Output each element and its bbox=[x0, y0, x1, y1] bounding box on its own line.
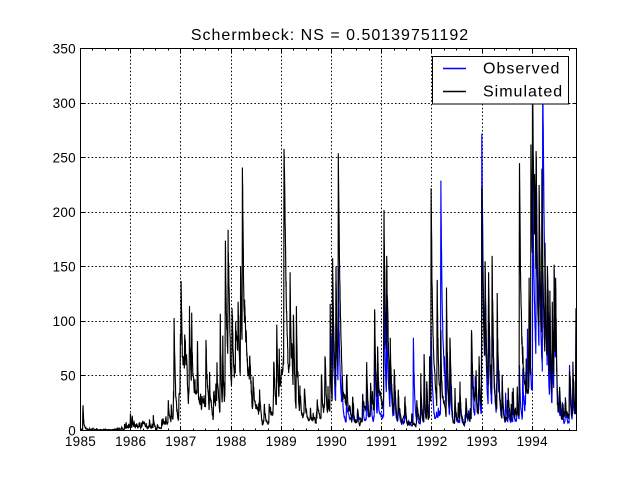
svg-text:1988: 1988 bbox=[215, 434, 246, 449]
svg-text:1985: 1985 bbox=[65, 434, 96, 449]
svg-text:350: 350 bbox=[53, 41, 76, 56]
svg-text:300: 300 bbox=[53, 96, 76, 111]
svg-text:100: 100 bbox=[53, 314, 76, 329]
svg-text:250: 250 bbox=[53, 150, 76, 165]
svg-text:150: 150 bbox=[53, 260, 76, 275]
svg-text:Simulated: Simulated bbox=[483, 84, 563, 101]
svg-text:Observed: Observed bbox=[483, 61, 560, 78]
svg-text:1994: 1994 bbox=[517, 434, 548, 449]
svg-text:1991: 1991 bbox=[366, 434, 397, 449]
svg-text:0: 0 bbox=[68, 423, 76, 438]
svg-text:1992: 1992 bbox=[416, 434, 447, 449]
svg-text:Schermbeck: NS = 0.50139751192: Schermbeck: NS = 0.50139751192 bbox=[191, 27, 469, 44]
svg-text:200: 200 bbox=[53, 205, 76, 220]
svg-text:50: 50 bbox=[60, 369, 76, 384]
svg-text:1986: 1986 bbox=[115, 434, 146, 449]
svg-text:1993: 1993 bbox=[466, 434, 497, 449]
svg-text:1987: 1987 bbox=[165, 434, 196, 449]
svg-text:1989: 1989 bbox=[266, 434, 297, 449]
svg-text:1990: 1990 bbox=[316, 434, 347, 449]
